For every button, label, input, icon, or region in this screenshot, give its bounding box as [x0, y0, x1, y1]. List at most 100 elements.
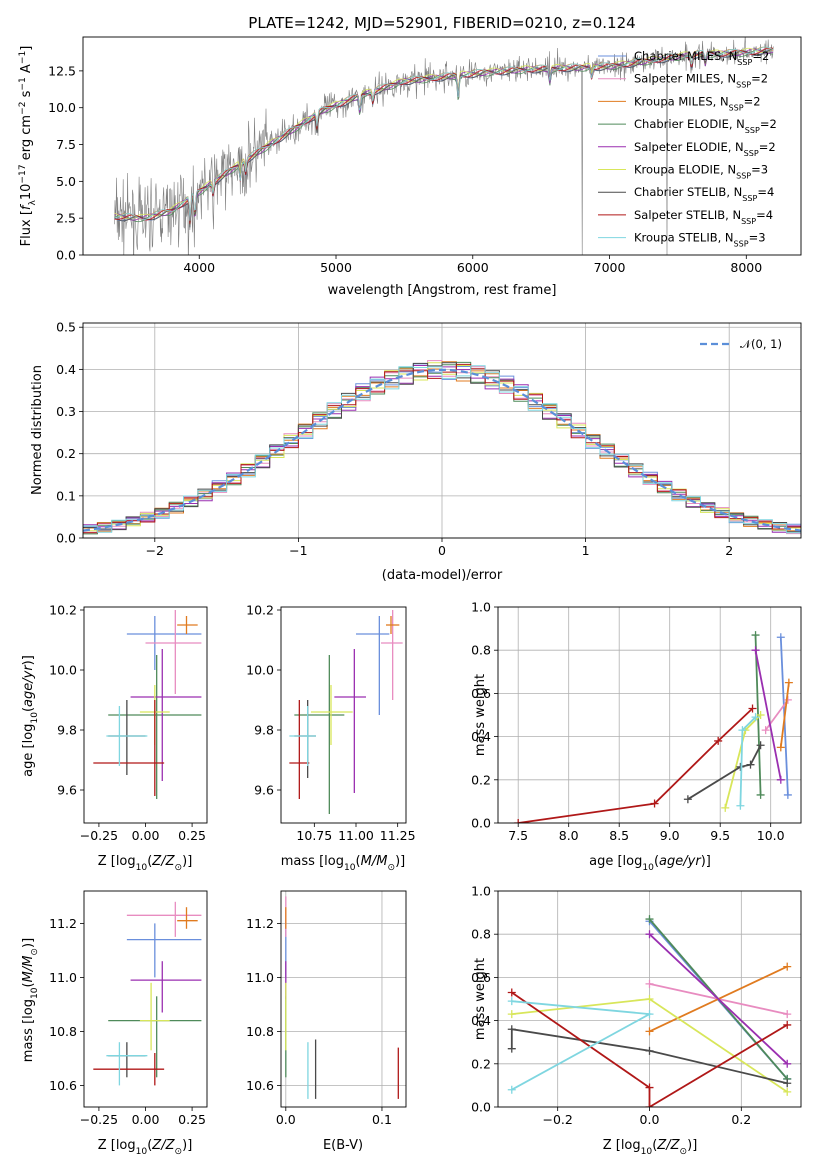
weight-marker — [507, 988, 516, 997]
weight-marker — [714, 736, 723, 745]
weight-marker — [645, 995, 654, 1003]
y-tick-label: 0.8 — [471, 927, 491, 942]
axes-frame — [82, 36, 802, 256]
x-tick-label: 1 — [582, 543, 590, 558]
x-tick-label: 9.5 — [710, 828, 730, 843]
axes-frame — [280, 606, 407, 824]
x-axis-label: E(B-V) — [323, 1138, 363, 1153]
label-part: )] — [182, 1138, 192, 1153]
model-spectrum-line — [114, 47, 774, 224]
x-tick-label: 0.2 — [731, 1112, 751, 1127]
label-part: )] — [395, 854, 405, 869]
x-tick-label: 8.0 — [559, 828, 579, 843]
legend-label: Chabrier STELIB, NSSP=4 — [634, 185, 774, 203]
weight-marker — [507, 1044, 516, 1053]
label-part: =2 — [760, 117, 777, 131]
chart-title: PLATE=1242, MJD=52901, FIBERID=0210, z=0… — [248, 14, 635, 32]
label-part: Chabrier STELIB, N — [634, 185, 742, 199]
y-tick-label: 2.5 — [56, 211, 76, 226]
axes-frame — [497, 890, 802, 1108]
x-tick-label: 10.75 — [296, 828, 332, 843]
weight-marker — [738, 726, 747, 735]
y-tick-label: 0.2 — [56, 446, 76, 461]
weight-line — [754, 650, 782, 780]
y-tick-label: 10.8 — [246, 1024, 274, 1039]
y-tick-label: 5.0 — [56, 174, 76, 189]
y-tick-label: 11.2 — [49, 916, 77, 931]
weight-marker — [645, 1027, 654, 1036]
label-part: ( — [654, 854, 659, 869]
label-part: SSP — [736, 80, 751, 89]
weight-marker — [783, 1010, 792, 1019]
label-part: ⊙ — [680, 1147, 688, 1157]
x-tick-label: 6000 — [457, 260, 489, 275]
label-part: 10 — [642, 863, 654, 873]
label-part: age [log — [21, 724, 36, 777]
label-part: ( — [21, 707, 36, 712]
label-part: )] — [687, 1138, 697, 1153]
y-tick-label: 11.0 — [246, 970, 274, 985]
weight-marker — [784, 678, 793, 687]
y-tick-label: 10.6 — [246, 1078, 274, 1093]
label-part: ( — [147, 854, 152, 869]
x-tick-label: −0.2 — [543, 1112, 573, 1127]
plot-area — [93, 610, 202, 799]
legend-label: Kroupa STELIB, NSSP=3 — [634, 231, 766, 249]
label-part: ( — [147, 1138, 152, 1153]
label-part: Z [log — [98, 1138, 136, 1153]
label-part: f — [19, 203, 34, 210]
weight-marker — [776, 633, 785, 642]
label-part: Salpeter ELODIE, N — [634, 140, 744, 154]
y-tick-label: 0.6 — [471, 970, 491, 985]
y-tick-label: 0.5 — [56, 320, 76, 335]
label-part: Z [log — [603, 1138, 641, 1153]
weight-marker — [776, 775, 785, 784]
weight-marker — [645, 1010, 654, 1019]
label-part: 𝒩 — [740, 337, 754, 351]
y-axis-label: mass weight — [473, 674, 488, 756]
label-part: 10 — [136, 1147, 148, 1157]
weight-marker — [507, 1010, 516, 1019]
label-part: Flux [ — [19, 210, 34, 246]
y-tick-label: 10.8 — [49, 1024, 77, 1039]
y-tick-label: 0.2 — [471, 772, 491, 787]
label-part: =2 — [759, 140, 776, 154]
y-tick-label: 0.8 — [471, 643, 491, 658]
y-tick-label: 10.2 — [246, 603, 274, 618]
x-tick-label: 7000 — [594, 260, 626, 275]
panel-weight_vs_age: 7.5 8.0 8.5 9.0 9.5 10.0 0.0 0.2 0.4 0.6 0.8 1.0 age… — [471, 600, 802, 873]
y-tick-label: 12.5 — [48, 63, 76, 78]
y-tick-label: 10.0 — [49, 663, 77, 678]
weight-marker — [783, 962, 792, 971]
y-axis-label: Normed distribution — [30, 365, 45, 495]
x-tick-label: 0 — [438, 543, 446, 558]
label-part: SSP — [736, 171, 751, 180]
panel-mass_vs_ebv: 0.0 0.1 10.6 10.8 11.0 11.2 E(B-V) — [246, 890, 407, 1153]
label-part: 10 — [136, 863, 148, 873]
y-tick-label: 0.4 — [471, 729, 491, 744]
axes-frame — [83, 606, 208, 824]
weight-marker — [761, 726, 770, 735]
weight-marker — [645, 1103, 654, 1107]
label-part: ( — [356, 854, 361, 869]
weight-line — [687, 744, 762, 800]
y-tick-label: 7.5 — [56, 137, 76, 152]
x-axis-label: mass [log10(M/M⊙)] — [281, 854, 405, 873]
model-spectrum-line — [114, 48, 774, 228]
weight-marker — [783, 790, 792, 799]
weight-marker — [645, 1083, 654, 1092]
label-part: (0, 1) — [751, 337, 782, 351]
label-part: SSP — [737, 58, 752, 67]
panel-weight_vs_Z: −0.2 0.0 0.2 0.0 0.2 0.4 0.6 0.8 1.0 Z [log10(Z/Z… — [471, 884, 802, 1157]
label-part: =2 — [744, 94, 761, 108]
label-part: )] — [701, 854, 711, 869]
label-part: =2 — [751, 72, 768, 86]
legend-label: Salpeter MILES, NSSP=2 — [634, 72, 768, 90]
label-part: ⊙ — [30, 948, 40, 956]
label-part: =4 — [757, 185, 774, 199]
weight-marker — [751, 713, 760, 722]
x-tick-label: 0.00 — [132, 1112, 160, 1127]
histogram-step — [83, 365, 801, 534]
y-tick-label: 0.2 — [471, 1056, 491, 1071]
